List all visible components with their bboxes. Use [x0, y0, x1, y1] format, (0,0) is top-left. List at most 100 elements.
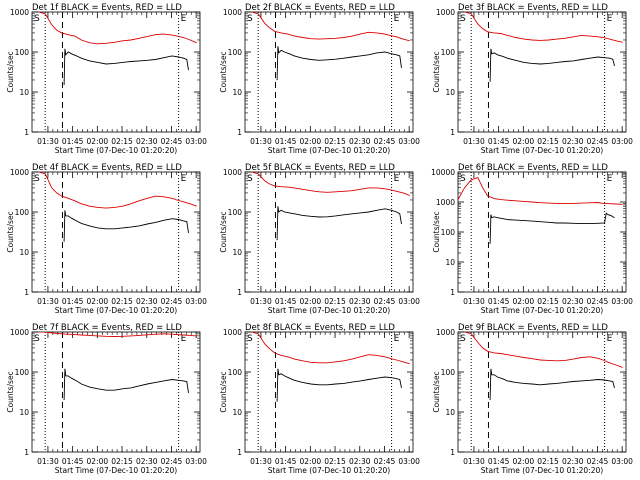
end-marker: E [607, 334, 613, 344]
x-tick-label: 02:00 [300, 137, 322, 146]
x-tick-label: 02:15 [537, 297, 559, 306]
x-tick-label: 02:30 [136, 297, 158, 306]
lld-series-line [464, 12, 623, 43]
panel-det-9: Det 9f BLACK = Events, RED = LLD 1 10 100 10… [432, 323, 633, 475]
plot-frame [31, 171, 201, 293]
y-tick-label: 10 [232, 248, 242, 257]
y-tick-label: 1000 [223, 328, 242, 337]
lld-series-line [38, 172, 197, 209]
lld-series-line [38, 12, 197, 45]
x-tick-label: 03:00 [398, 297, 420, 306]
x-tick-label: 02:00 [300, 457, 322, 466]
plot-frame [244, 11, 414, 133]
panel-det-5: Det 5f BLACK = Events, RED = LLD 1 10 100 10… [219, 163, 420, 315]
panel-title: Det 3f BLACK = Events, RED = LLD [458, 3, 608, 13]
x-axis-label: Start Time (07-Dec-10 01:20:20) [268, 306, 390, 315]
x-axis-label: Start Time (07-Dec-10 01:20:20) [481, 146, 603, 155]
lld-series-line [251, 172, 410, 196]
x-tick-label: 01:30 [250, 137, 272, 146]
end-marker: E [607, 14, 613, 24]
events-series-line [489, 212, 615, 244]
x-tick-label: 02:45 [374, 457, 396, 466]
y-tick-label: 100 [441, 48, 456, 57]
y-tick-label: 100 [228, 48, 243, 57]
y-tick-label: 10 [445, 258, 455, 267]
panel-det-3: Det 3f BLACK = Events, RED = LLD 1 10 100 10… [432, 3, 633, 155]
y-axis-label: Counts/sec [432, 211, 441, 252]
lld-series-line [458, 177, 623, 205]
y-tick-label: 1000 [436, 328, 455, 337]
y-tick-label: 1000 [223, 168, 242, 177]
x-axis-label: Start Time (07-Dec-10 01:20:20) [481, 306, 603, 315]
y-tick-label: 1 [450, 448, 455, 457]
start-marker: S [34, 14, 40, 24]
panel-title: Det 1f BLACK = Events, RED = LLD [32, 3, 182, 13]
plot-frame [457, 171, 627, 293]
x-tick-label: 02:45 [161, 297, 183, 306]
start-marker: S [247, 174, 253, 184]
x-tick-label: 02:45 [587, 137, 609, 146]
events-series-line [276, 206, 402, 241]
start-marker: S [247, 14, 253, 24]
x-tick-label: 01:30 [463, 297, 485, 306]
panel-det-2: Det 2f BLACK = Events, RED = LLD 1 10 100 10… [219, 3, 420, 155]
end-marker: E [394, 174, 400, 184]
y-tick-label: 1000 [10, 8, 29, 17]
panel-title: Det 7f BLACK = Events, RED = LLD [32, 323, 182, 333]
y-tick-label: 100 [15, 208, 30, 217]
x-tick-label: 02:15 [111, 297, 133, 306]
x-tick-label: 02:45 [374, 297, 396, 306]
panel-det-7: Det 7f BLACK = Events, RED = LLD 1 10 100 10… [6, 323, 207, 475]
x-tick-label: 01:45 [62, 297, 84, 306]
x-tick-label: 03:00 [185, 297, 207, 306]
x-tick-label: 02:15 [324, 457, 346, 466]
y-axis-label: Counts/sec [219, 371, 228, 412]
x-tick-label: 02:00 [87, 297, 109, 306]
end-marker: E [181, 174, 187, 184]
y-axis-label: Counts/sec [6, 211, 15, 252]
x-tick-label: 01:30 [37, 457, 59, 466]
start-marker: S [247, 334, 253, 344]
plot-frame [244, 331, 414, 453]
x-tick-label: 02:30 [562, 457, 584, 466]
end-marker: E [181, 334, 187, 344]
y-tick-label: 1000 [436, 198, 455, 207]
y-axis-label: Counts/sec [432, 51, 441, 92]
end-marker: E [394, 14, 400, 24]
x-tick-label: 02:30 [349, 137, 371, 146]
y-tick-label: 100 [228, 368, 243, 377]
y-tick-label: 10 [232, 88, 242, 97]
x-tick-label: 01:30 [250, 457, 272, 466]
y-tick-label: 1000 [436, 8, 455, 17]
x-tick-label: 02:45 [161, 457, 183, 466]
x-tick-label: 02:00 [87, 457, 109, 466]
events-series-line [276, 46, 402, 81]
start-marker: S [34, 174, 40, 184]
start-marker: S [34, 334, 40, 344]
x-tick-label: 02:45 [161, 137, 183, 146]
y-tick-label: 1000 [10, 168, 29, 177]
panel-title: Det 6f BLACK = Events, RED = LLD [458, 163, 608, 173]
x-tick-label: 01:45 [488, 297, 510, 306]
panel-title: Det 2f BLACK = Events, RED = LLD [245, 3, 395, 13]
x-tick-label: 01:30 [463, 457, 485, 466]
x-tick-label: 03:00 [611, 137, 633, 146]
y-axis-label: Counts/sec [219, 211, 228, 252]
plot-frame [457, 331, 627, 453]
y-tick-label: 10 [19, 408, 29, 417]
x-tick-label: 01:30 [37, 137, 59, 146]
events-series-line [489, 48, 615, 82]
x-tick-label: 01:45 [488, 137, 510, 146]
y-tick-label: 100 [441, 228, 456, 237]
x-tick-label: 03:00 [611, 457, 633, 466]
x-tick-label: 01:30 [37, 297, 59, 306]
x-tick-label: 02:30 [562, 137, 584, 146]
x-tick-label: 02:00 [300, 297, 322, 306]
x-tick-label: 02:00 [513, 457, 535, 466]
x-tick-label: 02:30 [136, 137, 158, 146]
x-tick-label: 03:00 [611, 297, 633, 306]
y-tick-label: 10 [232, 408, 242, 417]
events-series-line [63, 210, 189, 242]
y-tick-label: 100 [441, 368, 456, 377]
x-tick-label: 02:30 [349, 297, 371, 306]
